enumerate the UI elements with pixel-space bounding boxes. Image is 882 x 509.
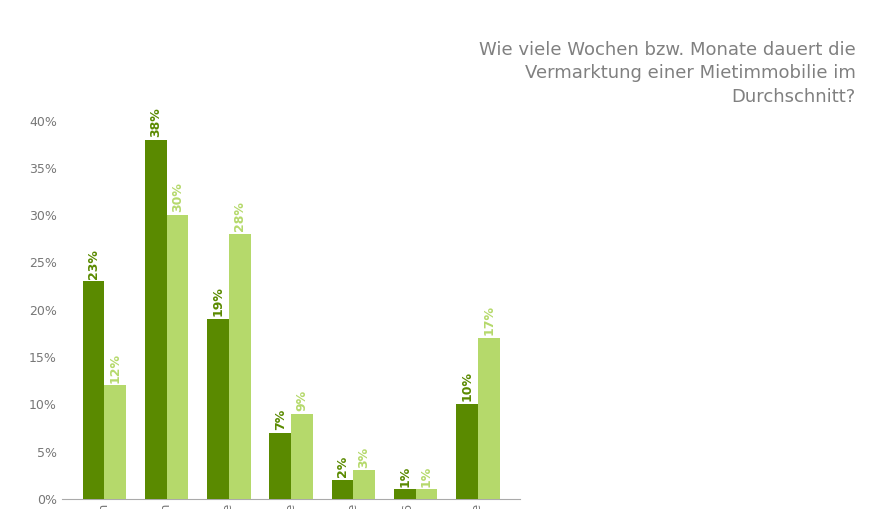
Bar (145, 139, 167, 499)
Bar (354, 470, 375, 499)
Bar (228, 234, 250, 499)
Text: 23%: 23% (87, 249, 100, 278)
Bar (83, 281, 104, 499)
Bar (291, 414, 313, 499)
Text: Wie viele Wochen bzw. Monate dauert die
Vermarktung einer Mietimmobilie im
Durch: Wie viele Wochen bzw. Monate dauert die … (479, 41, 856, 106)
Text: 7%: 7% (273, 409, 287, 430)
Bar (332, 480, 354, 499)
Bar (415, 489, 437, 499)
Text: 30%: 30% (171, 183, 184, 212)
Text: 19%: 19% (212, 287, 224, 317)
Text: 12%: 12% (108, 353, 122, 383)
Text: 2%: 2% (336, 456, 349, 477)
Bar (104, 385, 126, 499)
Bar (269, 433, 291, 499)
Text: 10%: 10% (460, 372, 474, 402)
Bar (207, 319, 228, 499)
Text: 38%: 38% (149, 107, 162, 137)
Text: 1%: 1% (398, 465, 411, 487)
Text: 28%: 28% (233, 202, 246, 231)
Text: 17%: 17% (482, 305, 495, 335)
Text: 3%: 3% (358, 446, 370, 468)
Bar (393, 489, 415, 499)
Text: 9%: 9% (295, 390, 309, 411)
Bar (167, 215, 189, 499)
Bar (478, 338, 499, 499)
Bar (456, 404, 478, 499)
Text: 1%: 1% (420, 465, 433, 487)
